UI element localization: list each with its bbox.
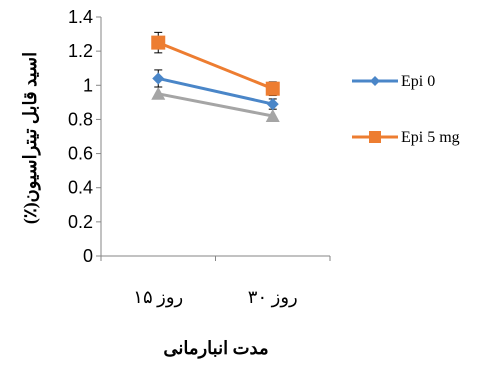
series-line	[157, 76, 274, 106]
y-tick-label: 0.8	[68, 109, 93, 129]
y-tick-label: 1	[83, 75, 93, 95]
legend-label: Epi 0	[401, 73, 435, 90]
y-tick-label: 0	[83, 246, 93, 266]
legend-marker	[369, 131, 381, 143]
x-axis: روز ۱۵ روز ۳۰	[100, 255, 331, 308]
y-axis-title: اسید قابل تیتراسیون(٪)	[20, 52, 41, 224]
x-axis-title: مدت انبارمانی	[163, 338, 268, 359]
y-tick-label: 0.2	[68, 212, 93, 232]
y-tick-label: 1.2	[68, 41, 93, 61]
series-line	[157, 92, 274, 118]
series-2	[151, 86, 280, 122]
legend-marker	[370, 76, 380, 86]
data-point	[265, 81, 280, 96]
y-axis: 0 0.2 0.4 0.6 0.8 1 1.2 1.4	[68, 7, 102, 266]
data-point	[152, 72, 165, 85]
legend-label: Epi 5 mg	[401, 129, 460, 146]
series-line	[157, 41, 274, 91]
data-point	[265, 109, 280, 122]
legend-item: Epi 0	[352, 73, 435, 90]
plot-series	[151, 31, 280, 122]
data-point	[151, 86, 166, 100]
x-category-label: روز ۳۰	[248, 287, 298, 308]
series-0	[152, 69, 279, 111]
data-point	[151, 35, 166, 50]
x-category-label: روز ۱۵	[133, 287, 183, 308]
y-tick-label: 0.6	[68, 144, 93, 164]
series-1	[151, 31, 280, 97]
legend: Epi 0 Epi 5 mg	[352, 73, 460, 146]
legend-item: Epi 5 mg	[352, 129, 460, 146]
y-tick-label: 0.4	[68, 178, 93, 198]
y-tick-label: 1.4	[68, 7, 93, 27]
data-point	[266, 98, 279, 111]
